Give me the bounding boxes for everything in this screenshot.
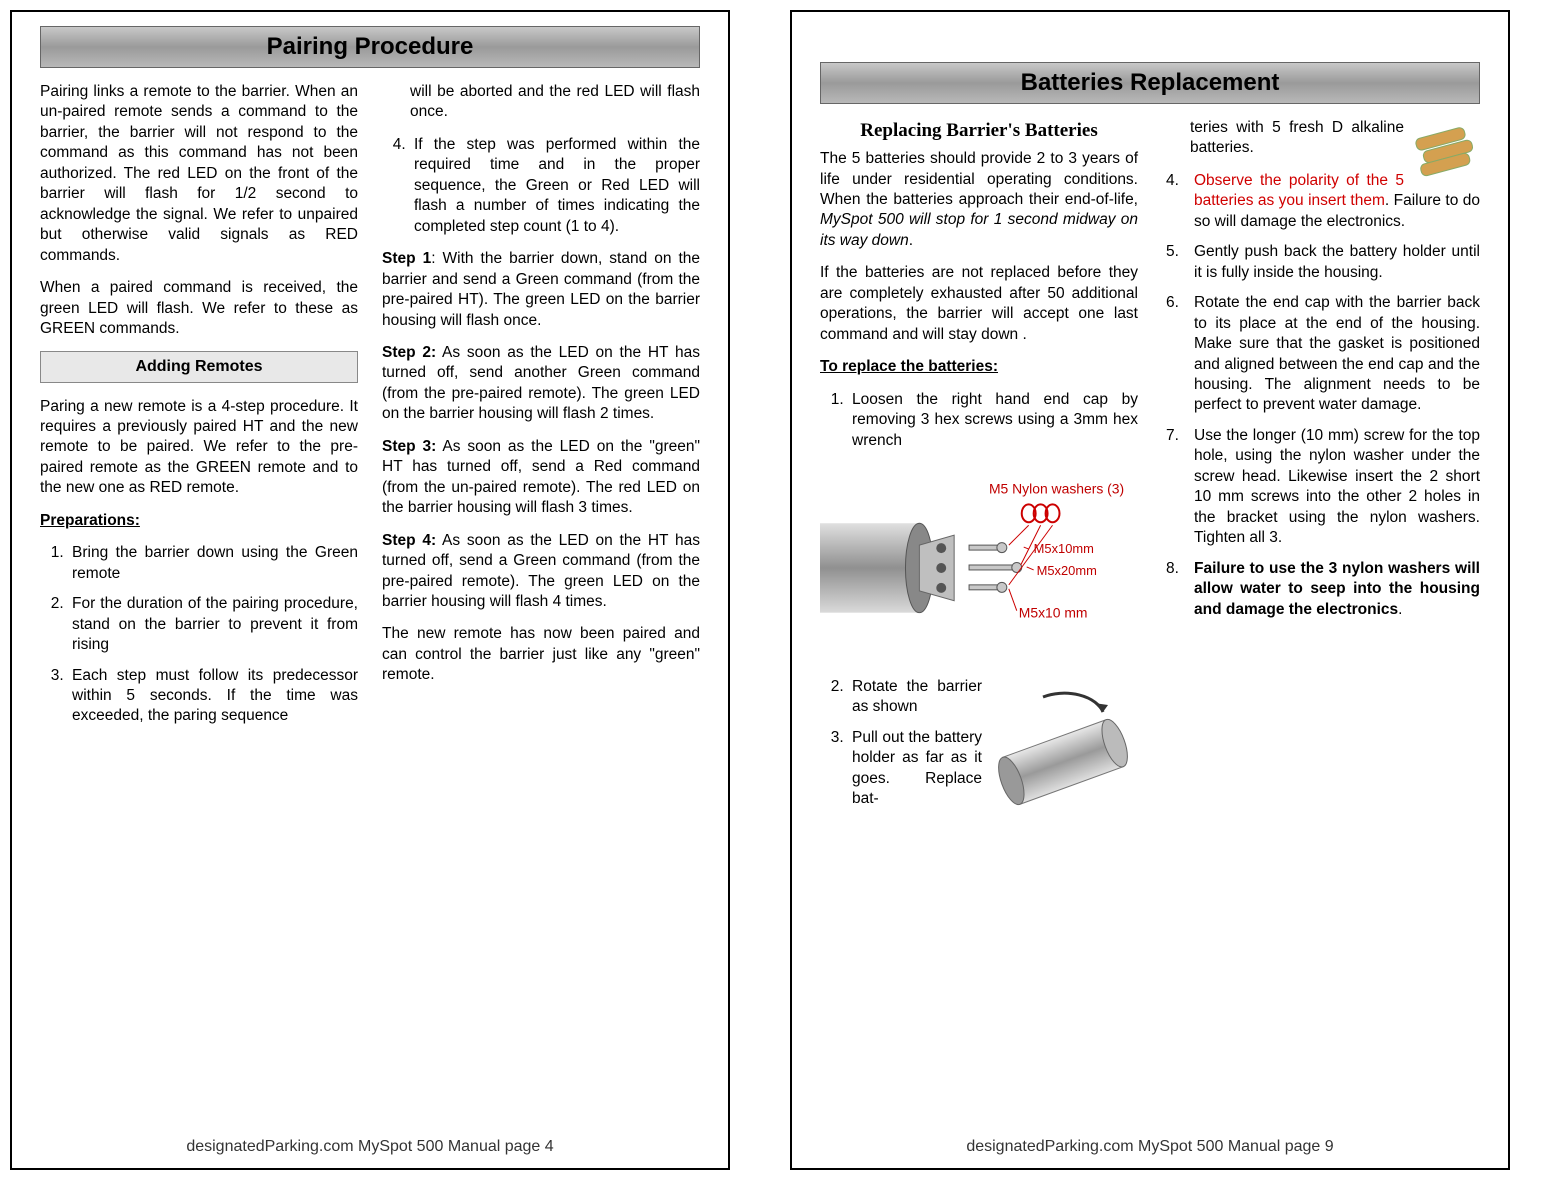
- sub-header-box: Adding Remotes: [40, 351, 358, 382]
- replace-step-8: Failure to use the 3 nylon washers will …: [1190, 559, 1480, 620]
- intro-paragraph-1: Pairing links a remote to the barrier. W…: [40, 82, 358, 266]
- rotate-svg: [988, 677, 1138, 847]
- replace-step-7: Use the longer (10 mm) screw for the top…: [1190, 426, 1480, 549]
- r-intro1: The 5 batteries should provide 2 to 3 ye…: [820, 149, 1138, 251]
- preparations-list: Bring the barrier down using the Green r…: [40, 543, 358, 727]
- screws-svg: M5 Nylon washers (3) M5x10mm M5x20mm M5x…: [820, 463, 1138, 663]
- step3-label: Step 3:: [382, 438, 436, 455]
- label-washers: M5 Nylon washers (3): [989, 480, 1124, 496]
- step-1: Step 1: With the barrier down, stand on …: [382, 249, 700, 331]
- right-col2: teries with 5 fresh D alkaline batteries…: [1162, 118, 1480, 1124]
- step-3: Step 3: As soon as the LED on the "green…: [382, 437, 700, 519]
- step4-item: If the step was performed within the req…: [410, 135, 700, 237]
- replace-label: To replace the batteries:: [820, 357, 1138, 377]
- replace-step-4: Observe the polarity of the 5 batteries …: [1190, 171, 1480, 232]
- prep-item-3: Each step must follow its predecessor wi…: [68, 666, 358, 727]
- step8-rest: .: [1398, 601, 1402, 618]
- r-intro1b: .: [909, 232, 913, 249]
- rotate-diagram: [988, 677, 1138, 847]
- replace-list-1: Loosen the right hand end cap by removin…: [820, 390, 1138, 451]
- footer-right: designatedParking.com MySpot 500 Manual …: [820, 1138, 1480, 1156]
- batteries-svg: [1410, 118, 1480, 178]
- sub-intro: Paring a new remote is a 4-step procedur…: [40, 397, 358, 499]
- r-intro1-italic: MySpot 500 will stop for 1 second midway…: [820, 211, 1138, 248]
- label-s3: M5x10 mm: [1019, 605, 1088, 621]
- replace-step-5: Gently push back the battery holder unti…: [1190, 242, 1480, 283]
- step2-label: Step 2:: [382, 344, 436, 361]
- right-col1: Replacing Barrier's Batteries The 5 batt…: [820, 118, 1138, 1124]
- step4-red: Observe the polarity of the 5 batteries …: [1194, 172, 1404, 209]
- spacer: [820, 26, 1480, 62]
- r-intro1a: The 5 batteries should provide 2 to 3 ye…: [820, 150, 1138, 208]
- screws-diagram: M5 Nylon washers (3) M5x10mm M5x20mm M5x…: [820, 463, 1138, 663]
- prep-item-1: Bring the barrier down using the Green r…: [68, 543, 358, 584]
- replace-list-3: Observe the polarity of the 5 batteries …: [1162, 171, 1480, 620]
- col2-continuation: will be aborted and the red LED will fla…: [382, 82, 700, 123]
- left-col1: Pairing links a remote to the barrier. W…: [40, 82, 358, 1124]
- replace-step-1: Loosen the right hand end cap by removin…: [848, 390, 1138, 451]
- step4-label: Step 4:: [382, 532, 436, 549]
- prep-item-2: For the duration of the pairing procedur…: [68, 594, 358, 655]
- header-box-right: Batteries Replacement: [820, 62, 1480, 104]
- header-title-right: Batteries Replacement: [821, 69, 1479, 97]
- batteries-diagram: [1410, 118, 1480, 178]
- intro-paragraph-2: When a paired command is received, the g…: [40, 278, 358, 339]
- left-col2: will be aborted and the red LED will fla…: [382, 82, 700, 1124]
- replace-step-6: Rotate the end cap with the barrier back…: [1190, 293, 1480, 416]
- header-box-left: Pairing Procedure: [40, 26, 700, 68]
- header-title-left: Pairing Procedure: [41, 33, 699, 61]
- label-s2: M5x20mm: [1037, 563, 1097, 578]
- r-intro2: If the batteries are not replaced before…: [820, 263, 1138, 345]
- label-s1: M5x10mm: [1034, 541, 1094, 556]
- step-4: Step 4: As soon as the LED on the HT has…: [382, 531, 700, 613]
- footer-left: designatedParking.com MySpot 500 Manual …: [40, 1138, 700, 1156]
- step1-label: Step 1: [382, 250, 431, 267]
- preparations-label: Preparations:: [40, 511, 358, 531]
- step8-bold: Failure to use the 3 nylon washers will …: [1194, 560, 1480, 618]
- section-title: Replacing Barrier's Batteries: [820, 118, 1138, 143]
- conclusion: The new remote has now been paired and c…: [382, 624, 700, 685]
- step-2: Step 2: As soon as the LED on the HT has…: [382, 343, 700, 425]
- step4-list: If the step was performed within the req…: [382, 135, 700, 237]
- body-left: Pairing links a remote to the barrier. W…: [40, 82, 700, 1124]
- step2-3-wrap: Rotate the barrier as shown Pull out the…: [820, 677, 1138, 810]
- page-right: Batteries Replacement Replacing Barrier'…: [790, 10, 1510, 1170]
- page-left: Pairing Procedure Pairing links a remote…: [10, 10, 730, 1170]
- body-right: Replacing Barrier's Batteries The 5 batt…: [820, 118, 1480, 1124]
